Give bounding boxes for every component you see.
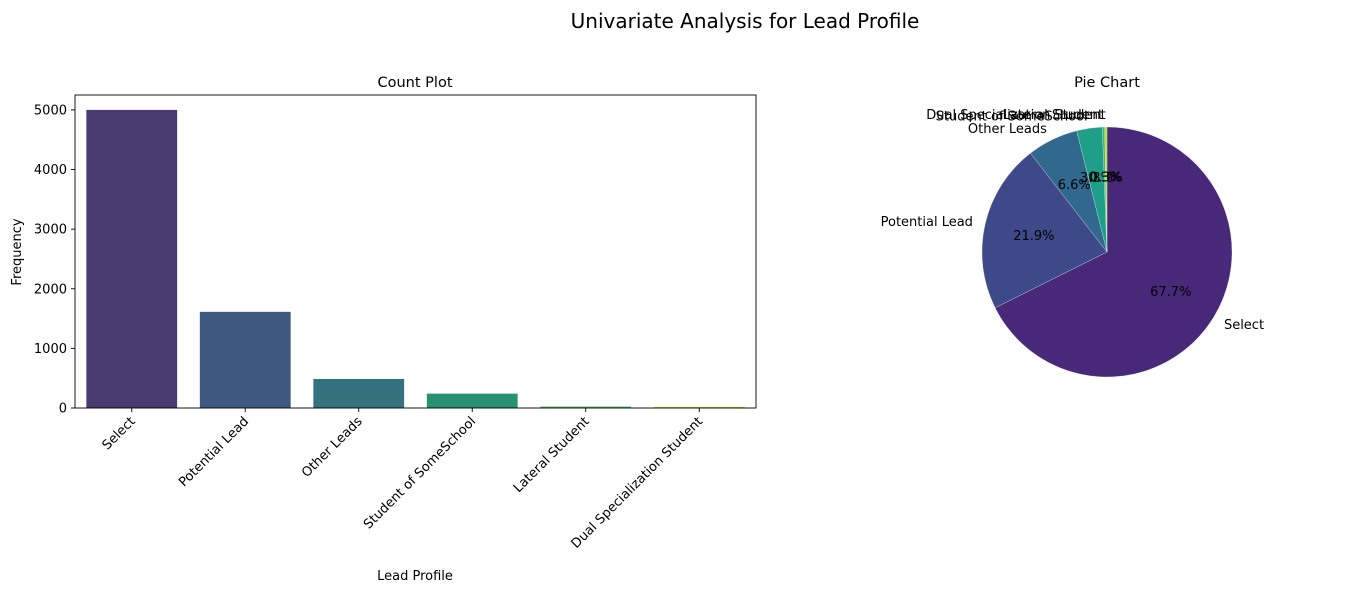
pie-chart-plot-area: 67.7% Select 21.9% Potential Lead 6.6% Other … xyxy=(881,108,1264,378)
y-tick-label-4: 4000 xyxy=(34,163,67,178)
pie-pct-label-2: 6.6% xyxy=(1058,178,1091,193)
x-tick-label-5: Dual Specialization Student xyxy=(569,414,706,551)
y-tick-label-2: 2000 xyxy=(34,282,67,297)
pie-chart: Pie Chart 67.7% Select 21.9% Potential Lead… xyxy=(881,75,1264,378)
y-tick-label-0: 0 xyxy=(59,402,67,417)
bar-0 xyxy=(86,109,178,409)
pie-label-3: Student of SomeSchool xyxy=(936,109,1088,124)
count-plot-title: Count Plot xyxy=(378,75,453,91)
pie-label-1: Potential Lead xyxy=(881,215,973,230)
x-tick-label-2: Other Leads xyxy=(299,414,366,481)
pie-pct-label-4: 0.3% xyxy=(1088,171,1121,186)
pie-label-4: Lateral Student xyxy=(1003,108,1104,123)
pie-slice-1 xyxy=(981,153,1108,308)
bar-2 xyxy=(313,378,405,408)
y-tick-label-1: 1000 xyxy=(34,342,67,357)
bar-4 xyxy=(540,406,632,408)
pie-label-2: Other Leads xyxy=(968,122,1047,137)
pie-pct-label-5: 0.3% xyxy=(1090,171,1123,186)
bar-1 xyxy=(199,311,291,408)
pie-chart-title: Pie Chart xyxy=(1074,75,1140,91)
figure-suptitle: Univariate Analysis for Lead Profile xyxy=(571,9,920,33)
pie-label-5: Dual Specialization Student xyxy=(926,108,1105,123)
pie-slice-5 xyxy=(1104,126,1108,253)
pie-pct-label-0: 67.7% xyxy=(1150,285,1191,300)
count-plot: Count Plot 0 1000 2000 3000 4000 5000 Select Po… xyxy=(10,75,757,584)
pie-slice-0 xyxy=(994,126,1233,378)
count-plot-ylabel: Frequency xyxy=(10,218,25,285)
x-tick-label-0: Select xyxy=(100,414,139,453)
y-tick-label-5: 5000 xyxy=(34,103,67,118)
bar-5 xyxy=(653,406,745,408)
bar-3 xyxy=(426,393,518,408)
pie-pct-label-1: 21.9% xyxy=(1013,229,1054,244)
count-plot-plot-area: 0 1000 2000 3000 4000 5000 Select Potential Lea… xyxy=(34,94,757,552)
count-plot-frame xyxy=(74,94,757,409)
pie-label-0: Select xyxy=(1224,318,1264,333)
x-tick-label-4: Lateral Student xyxy=(511,414,593,496)
count-plot-xlabel: Lead Profile xyxy=(377,569,453,584)
x-tick-label-3: Student of SomeSchool xyxy=(361,414,479,532)
x-tick-label-1: Potential Lead xyxy=(176,414,252,490)
y-tick-label-3: 3000 xyxy=(34,223,67,238)
